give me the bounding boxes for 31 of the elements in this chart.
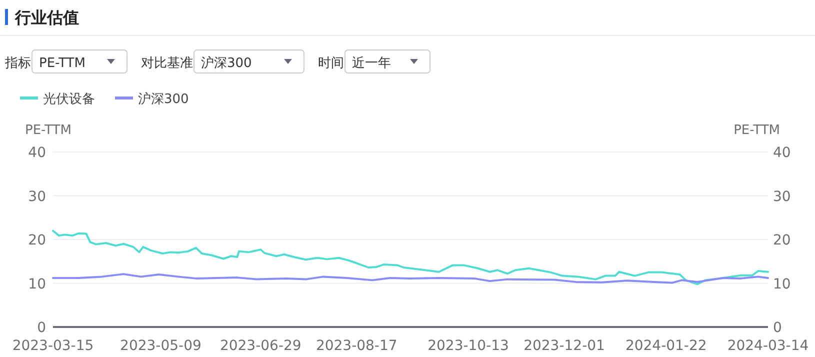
x-tick-label: 2023-06-29 (220, 338, 302, 354)
y2-axis-title: PE-TTM (734, 123, 780, 138)
text: PE-TTM (39, 56, 86, 71)
x-tick-label: 2023-12-01 (524, 338, 605, 354)
y-tick-label: 30 (28, 188, 46, 205)
y-tick-label: 10 (28, 276, 46, 292)
chart-title: 行业估值 (14, 8, 79, 27)
text: 指标 (4, 56, 31, 71)
y-axis-title: PE-TTM (25, 123, 72, 138)
x-tick-label: 2023-05-09 (120, 338, 202, 354)
text: 对比基准 (141, 56, 193, 71)
y2-tick-label: 0 (773, 320, 782, 336)
y2-tick-label: 30 (773, 188, 791, 205)
legend-label: 沪深300 (138, 91, 189, 107)
text: 近一年 (352, 56, 391, 71)
text: 沪深300 (201, 55, 252, 71)
y2-tick-label: 20 (773, 232, 791, 248)
x-tick-label: 2024-01-22 (625, 338, 707, 354)
y2-tick-label: 10 (773, 276, 791, 292)
x-tick-label: 2023-10-13 (428, 338, 509, 354)
y2-tick-label: 40 (773, 145, 791, 161)
y-tick-label: 40 (28, 145, 46, 161)
x-tick-label: 2023-03-15 (12, 338, 94, 354)
x-tick-label: 2023-08-17 (316, 338, 398, 354)
text: 时间 (318, 56, 344, 71)
line-series (52, 230, 769, 286)
x-tick-label: 2024-03-14 (727, 338, 809, 354)
line-series (52, 273, 769, 284)
y-tick-label: 0 (37, 320, 46, 336)
y-tick-label: 20 (28, 232, 46, 248)
legend-label: 光伏设备 (43, 92, 95, 107)
